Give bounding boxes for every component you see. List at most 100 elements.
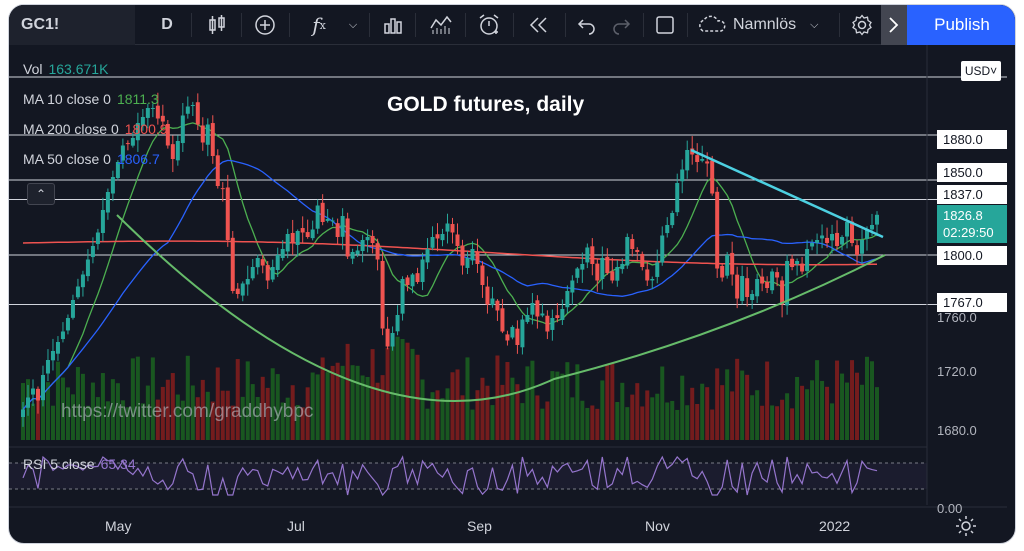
volume-bar — [540, 408, 545, 440]
bar-chart-icon[interactable] — [377, 5, 409, 45]
candle-body — [270, 267, 275, 280]
chevron-down-icon[interactable]: ⌵ — [348, 18, 358, 31]
symbol-search-button[interactable]: GC1! — [9, 5, 135, 45]
volume-bar — [50, 405, 55, 440]
fullscreen-toggle-icon[interactable] — [881, 5, 907, 45]
ma10-line — [22, 122, 878, 410]
candle-body — [530, 303, 535, 315]
volume-bar — [770, 405, 775, 440]
candle-body — [390, 333, 395, 347]
volume-bar — [435, 390, 440, 440]
candle-body — [435, 234, 440, 239]
volume-bar — [785, 393, 790, 440]
volume-bar — [650, 397, 655, 440]
price-label-1880: 1880.0 — [937, 130, 1007, 149]
volume-bar — [140, 403, 145, 440]
candle-body — [150, 108, 155, 109]
undo-icon[interactable] — [573, 5, 601, 45]
volume-bar — [30, 403, 35, 440]
axis-tick-1760: 1760.0 — [937, 310, 977, 325]
candle-body — [285, 234, 290, 252]
collapse-legend-icon[interactable]: ⌃ — [27, 183, 55, 205]
volume-bar — [40, 385, 45, 440]
candle-body — [465, 258, 470, 268]
volume-bar — [100, 373, 105, 440]
candle-body — [375, 243, 380, 260]
candles-icon[interactable] — [199, 5, 235, 45]
volume-bar — [390, 342, 395, 440]
candle-body — [620, 264, 625, 270]
interval-button[interactable]: D — [161, 16, 173, 33]
candle-body — [55, 342, 60, 354]
candle-body — [75, 286, 80, 298]
layout-menu-button[interactable]: Namnlös ⌵ — [695, 5, 845, 45]
add-compare-icon[interactable] — [247, 5, 283, 45]
candle-body — [290, 232, 295, 243]
volume-bar — [370, 349, 375, 440]
legend-ma200-label: MA 200 close 0 — [23, 121, 119, 137]
volume-bar — [545, 401, 550, 440]
volume-bar — [550, 371, 555, 440]
volume-bar — [305, 387, 310, 440]
volume-bar — [515, 384, 520, 440]
x-label-nov: Nov — [645, 518, 670, 534]
price-label-1850: 1850.0 — [937, 163, 1007, 182]
legend-ma50[interactable]: MA 50 close 0 1806.7 — [23, 151, 160, 167]
legend-rsi[interactable]: RSI 5 close 65.34 — [23, 456, 136, 472]
x-label-jul: Jul — [287, 518, 305, 534]
volume-bar — [270, 368, 275, 440]
volume-bar — [165, 379, 170, 440]
templates-icon[interactable] — [423, 5, 459, 45]
volume-bar — [555, 371, 560, 440]
volume-bar — [450, 372, 455, 440]
replay-icon[interactable] — [519, 5, 559, 45]
volume-bar — [395, 336, 400, 440]
candle-body — [165, 123, 170, 146]
candle-body — [570, 280, 575, 293]
candle-body — [595, 263, 600, 281]
alarm-icon[interactable] — [471, 5, 507, 45]
candle-body — [640, 253, 645, 267]
volume-bar — [735, 358, 740, 440]
settings-gear-icon[interactable] — [845, 5, 879, 45]
candle-body — [835, 232, 840, 246]
volume-bar — [455, 369, 460, 440]
volume-bar — [430, 392, 435, 440]
candle-body — [745, 278, 750, 297]
candle-body — [815, 240, 820, 243]
candle-body — [445, 223, 450, 232]
publish-button[interactable]: Publish — [907, 5, 1015, 45]
sun-icon[interactable] — [955, 515, 977, 537]
legend-vol[interactable]: Vol 163.671K — [23, 61, 108, 77]
candle-body — [295, 231, 300, 245]
legend-ma10[interactable]: MA 10 close 0 1811.3 — [23, 91, 159, 107]
volume-bar — [330, 365, 335, 440]
volume-bar — [810, 380, 815, 440]
chart-canvas[interactable] — [9, 45, 1016, 544]
candle-body — [705, 161, 710, 164]
candle-body — [340, 216, 345, 237]
volume-bar — [155, 399, 160, 440]
candle-body — [535, 300, 540, 317]
volume-bar — [405, 342, 410, 440]
volume-bar — [490, 405, 495, 440]
volume-bar — [660, 366, 665, 440]
candle-body — [565, 291, 570, 308]
currency-button[interactable]: USD˅ — [961, 61, 1001, 81]
candle-body — [765, 281, 770, 288]
candle-body — [395, 315, 400, 332]
redo-icon[interactable] — [607, 5, 635, 45]
volume-bar — [845, 382, 850, 440]
volume-bar — [400, 339, 405, 440]
candle-body — [370, 235, 375, 243]
fullscreen-icon[interactable] — [651, 5, 679, 45]
volume-bar — [525, 366, 530, 440]
volume-bar — [865, 356, 870, 440]
volume-bar — [670, 400, 675, 440]
volume-bar — [250, 384, 255, 440]
volume-bar — [685, 405, 690, 440]
legend-ma200[interactable]: MA 200 close 0 1800.9 — [23, 121, 168, 137]
current-price-value: 1826.8 — [943, 208, 983, 223]
